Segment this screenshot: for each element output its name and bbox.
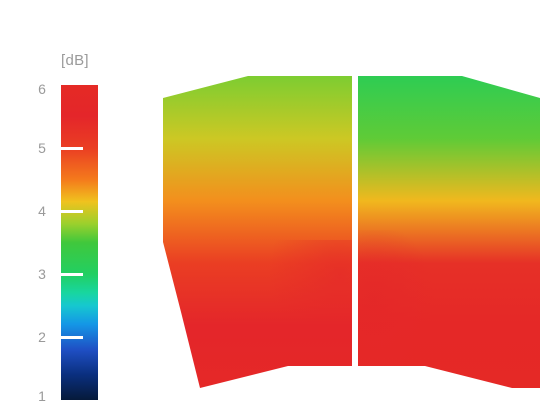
heatmap-hotspot-left bbox=[250, 240, 352, 380]
colorbar-tick-line-3 bbox=[61, 272, 83, 276]
colorbar-tick-label-2: 2 bbox=[38, 329, 46, 345]
heatmap-hotspot-right bbox=[358, 230, 468, 370]
colorbar-tick-label-1: 1 bbox=[38, 388, 46, 403]
colorbar bbox=[61, 85, 98, 400]
colorbar-tick-label-5: 5 bbox=[38, 140, 46, 156]
colorbar-tick-label-4: 4 bbox=[38, 203, 46, 219]
colorbar-unit-label: [dB] bbox=[61, 52, 89, 69]
colorbar-tick-label-3: 3 bbox=[38, 266, 46, 282]
colorbar-tick-line-2 bbox=[61, 335, 83, 339]
colorbar-tick-line-4 bbox=[61, 209, 83, 213]
colorbar-tick-line-5 bbox=[61, 146, 83, 150]
colorbar-tick-label-6: 6 bbox=[38, 81, 46, 97]
